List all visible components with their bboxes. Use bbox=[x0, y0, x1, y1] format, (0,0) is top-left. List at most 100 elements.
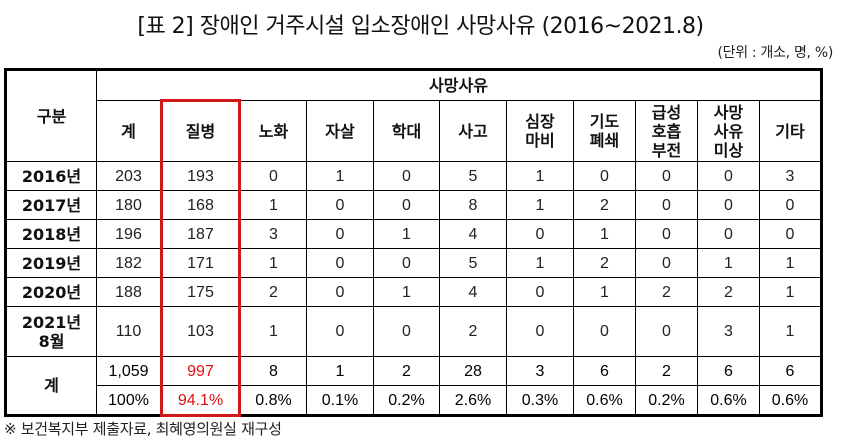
death-cause-table: 구분 사망사유 계 질병 노화 자살 학대 사고 심장 마비 기도 폐쇄 급성 호흡 부전 사망 사유 미상 기… bbox=[4, 68, 823, 417]
column-header: 계 bbox=[96, 100, 162, 162]
column-header-line: 폐쇄 bbox=[589, 131, 620, 150]
column-header: 사망 사유 미상 bbox=[697, 100, 760, 162]
table-cell: 0 bbox=[373, 190, 440, 220]
row-label: 2019년 bbox=[5, 248, 97, 278]
total-count-cell: 6 bbox=[573, 356, 636, 386]
table-cell: 5 bbox=[439, 248, 507, 278]
table-cell: 1 bbox=[239, 190, 307, 220]
table-cell: 182 bbox=[96, 248, 162, 278]
table-cell: 2 bbox=[239, 277, 307, 307]
table-cell: 193 bbox=[160, 161, 241, 191]
table-cell: 2 bbox=[697, 277, 760, 307]
table-cell: 4 bbox=[439, 219, 507, 249]
total-percent-cell: 2.6% bbox=[439, 385, 507, 416]
table-cell: 1 bbox=[239, 248, 307, 278]
table-cell: 0 bbox=[759, 219, 822, 249]
row-label: 2017년 bbox=[5, 190, 97, 220]
table-title: [표 2] 장애인 거주시설 입소장애인 사망사유 (2016~2021.8) bbox=[137, 14, 704, 39]
group-header: 사망사유 bbox=[96, 69, 822, 101]
column-header-line: 호흡 bbox=[651, 121, 682, 141]
table-cell: 0 bbox=[306, 248, 374, 278]
table-cell: 2 bbox=[635, 277, 698, 307]
table-cell: 1 bbox=[759, 248, 822, 278]
column-header-line: 사고 bbox=[458, 121, 488, 141]
column-header-line: 심장 bbox=[525, 112, 555, 131]
total-count-cell: 2 bbox=[373, 356, 440, 386]
column-header-line: 사망 bbox=[713, 102, 744, 122]
table-cell: 0 bbox=[306, 277, 374, 307]
total-percent-cell: 0.6% bbox=[697, 385, 760, 416]
total-percent-row: 100% 94.1% 0.8% 0.1% 0.2% 2.6% 0.3% 0.6% 0.2% 0.6… bbox=[6, 385, 822, 417]
column-header-line: 노화 bbox=[258, 121, 289, 141]
table-cell: 203 bbox=[96, 161, 162, 191]
table-cell: 8 bbox=[439, 190, 507, 220]
table-cell: 3 bbox=[697, 306, 760, 357]
column-header-line: 마비 bbox=[525, 131, 555, 150]
total-percent-cell: 0.2% bbox=[635, 385, 698, 416]
source-note: ※ 보건복지부 제출자료, 최혜영의원실 재구성 bbox=[4, 420, 282, 438]
total-count-cell: 997 bbox=[160, 356, 241, 386]
table-row: 2016년 203 193 0 1 0 5 1 0 0 0 3 bbox=[5, 161, 822, 191]
row-label: 2021년 8월 bbox=[5, 306, 97, 357]
table-cell: 0 bbox=[697, 161, 760, 191]
column-header-line: 급성 bbox=[651, 102, 682, 122]
table-cell: 187 bbox=[160, 219, 241, 249]
total-label: 계 bbox=[5, 356, 97, 416]
total-count-cell: 8 bbox=[239, 356, 307, 386]
table-cell: 1 bbox=[506, 190, 574, 220]
column-header-line: 질병 bbox=[185, 122, 216, 141]
table-cell: 0 bbox=[506, 277, 574, 307]
column-header-line: 기타 bbox=[775, 121, 805, 141]
total-count-cell: 1 bbox=[306, 356, 374, 386]
column-header: 심장 마비 bbox=[506, 100, 574, 162]
total-count-cell: 2 bbox=[635, 356, 698, 386]
total-percent-cell: 94.1% bbox=[160, 385, 241, 417]
row-label: 2018년 bbox=[5, 219, 97, 249]
total-percent-cell: 0.6% bbox=[759, 385, 822, 416]
total-percent-cell: 0.6% bbox=[573, 385, 636, 416]
table-row: 2017년 180 168 1 0 0 8 1 2 0 0 0 bbox=[5, 190, 822, 220]
row-label-line: 8월 bbox=[38, 331, 65, 351]
column-header: 사고 bbox=[439, 100, 507, 162]
table-cell: 2 bbox=[573, 190, 636, 220]
table-cell: 0 bbox=[506, 219, 574, 249]
row-label-line: 2021년 bbox=[21, 312, 82, 332]
table-cell: 103 bbox=[160, 306, 241, 357]
total-count-cell: 28 bbox=[439, 356, 507, 386]
table-cell: 1 bbox=[573, 277, 636, 307]
total-percent-cell: 0.8% bbox=[239, 385, 307, 416]
total-count-cell: 6 bbox=[697, 356, 760, 386]
table-cell: 0 bbox=[506, 306, 574, 357]
total-count-cell: 6 bbox=[759, 356, 822, 386]
table-cell: 110 bbox=[96, 306, 162, 357]
total-count-cell: 1,059 bbox=[96, 356, 162, 386]
table-cell: 0 bbox=[373, 161, 440, 191]
table-cell: 2 bbox=[439, 306, 507, 357]
column-header: 학대 bbox=[373, 100, 440, 162]
table-cell: 1 bbox=[373, 277, 440, 307]
row-label: 2020년 bbox=[5, 277, 97, 307]
table-row: 2020년 188 175 2 0 1 4 0 1 2 2 1 bbox=[5, 277, 822, 307]
table-cell: 1 bbox=[759, 277, 822, 307]
table-cell: 196 bbox=[96, 219, 162, 249]
table-cell: 175 bbox=[160, 277, 241, 307]
table-cell: 0 bbox=[635, 190, 698, 220]
row-label: 2016년 bbox=[5, 161, 97, 191]
table-cell: 168 bbox=[160, 190, 241, 220]
column-header-line: 기도 bbox=[589, 112, 620, 131]
table-cell: 1 bbox=[573, 219, 636, 249]
column-header: 기타 bbox=[759, 100, 822, 162]
table-cell: 3 bbox=[239, 219, 307, 249]
total-count-cell: 3 bbox=[506, 356, 574, 386]
table-cell: 0 bbox=[239, 161, 307, 191]
table-cell: 1 bbox=[759, 306, 822, 357]
table-cell: 0 bbox=[697, 219, 760, 249]
column-header-line: 사유 bbox=[713, 121, 744, 141]
column-header: 자살 bbox=[306, 100, 374, 162]
table-cell: 0 bbox=[306, 306, 374, 357]
table-cell: 1 bbox=[373, 219, 440, 249]
table-cell: 0 bbox=[635, 306, 698, 357]
table-cell: 5 bbox=[439, 161, 507, 191]
unit-label: (단위 : 개소, 명, %) bbox=[717, 45, 833, 61]
total-percent-cell: 0.2% bbox=[373, 385, 440, 416]
